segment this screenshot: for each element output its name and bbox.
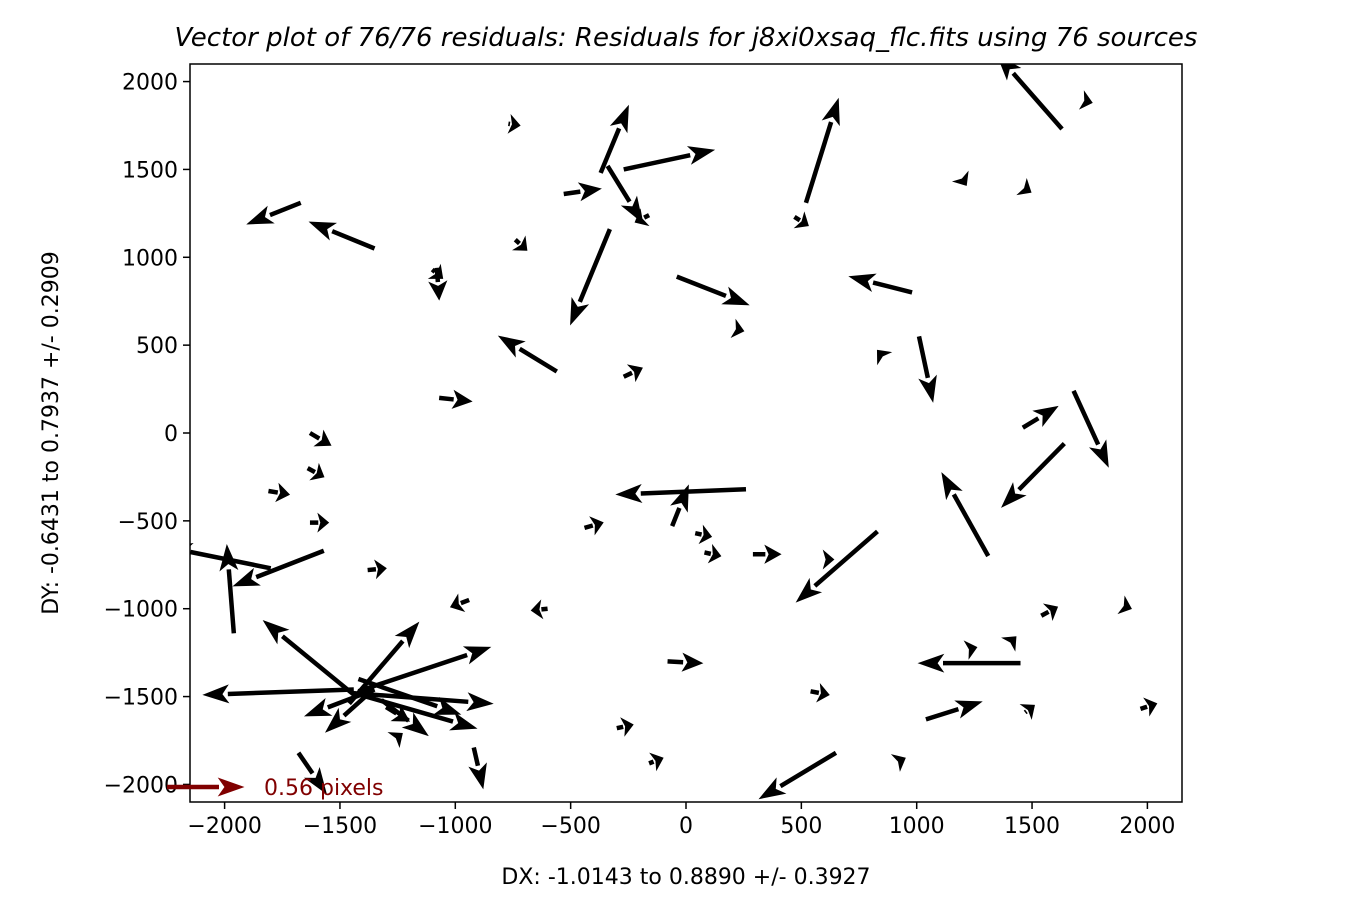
residual-vector	[1001, 636, 1017, 652]
residual-vector	[648, 752, 664, 772]
residual-vector	[795, 529, 879, 603]
y-tick-label: 2000	[122, 71, 178, 96]
residual-vector	[308, 429, 332, 447]
y-tick-label: −2000	[104, 773, 178, 798]
residual-vector	[730, 318, 745, 339]
residual-vector	[615, 483, 747, 503]
x-tick-label: −2000	[187, 814, 261, 839]
residual-vector	[1117, 595, 1132, 615]
residual-vector	[605, 164, 643, 224]
residual-vector	[347, 621, 420, 706]
residual-vector	[507, 113, 521, 134]
residual-vector	[438, 389, 473, 409]
residual-vector	[848, 273, 913, 295]
residual-vector	[530, 599, 548, 620]
residual-vector	[916, 335, 937, 403]
x-tick-label: −1500	[303, 814, 377, 839]
residual-vector	[758, 750, 838, 800]
x-tick-label: −500	[540, 814, 600, 839]
residual-vector	[497, 335, 558, 374]
residual-vector	[570, 228, 612, 326]
residual-vector	[1071, 389, 1109, 468]
residual-vector	[694, 524, 713, 545]
residual-vector	[925, 700, 983, 722]
residual-vector	[890, 754, 906, 772]
vector-field	[190, 64, 1158, 800]
x-tick-label: 500	[780, 814, 822, 839]
residual-vector	[616, 717, 634, 737]
residual-vector	[428, 267, 448, 301]
residual-vector	[622, 364, 643, 383]
x-tick-label: 0	[679, 814, 693, 839]
y-tick-label: 1000	[122, 246, 178, 271]
residual-vector	[583, 516, 604, 536]
residual-vector	[1000, 64, 1064, 131]
x-tick-label: 2000	[1119, 814, 1175, 839]
residual-vector	[1021, 405, 1059, 430]
y-tick-label: −500	[118, 510, 178, 535]
y-tick-label: −1000	[104, 598, 178, 623]
residual-vector	[367, 559, 387, 580]
residual-vector	[1019, 704, 1035, 720]
y-tick-label: 1500	[122, 158, 178, 183]
residual-vector	[876, 349, 893, 366]
residual-vector	[219, 543, 239, 634]
residual-vector	[324, 694, 367, 733]
x-tick-label: −1000	[418, 814, 492, 839]
y-axis-label: DY: -0.6431 to 0.7937 +/- 0.2909	[39, 251, 64, 614]
residual-vector	[262, 620, 358, 699]
residual-vector	[1040, 603, 1059, 621]
y-tick-label: 0	[164, 422, 178, 447]
residual-vector	[675, 274, 750, 306]
residual-vector	[963, 640, 978, 660]
residual-vector	[246, 200, 302, 225]
residual-vector	[752, 544, 782, 564]
residual-vector	[1139, 697, 1158, 717]
residual-vector	[308, 221, 376, 251]
residual-vector	[306, 462, 325, 481]
residual-vector	[202, 684, 354, 704]
residual-vector	[232, 548, 325, 587]
key-arrow	[167, 777, 245, 797]
residual-vector	[387, 732, 403, 749]
residual-vector	[380, 698, 429, 737]
quiver-key: 0.56 pixels	[167, 776, 384, 801]
residual-vector	[917, 653, 1021, 673]
residual-vector	[1016, 178, 1032, 196]
residual-vector	[822, 549, 835, 570]
residual-vector	[468, 747, 487, 790]
residual-vector	[951, 170, 969, 186]
y-tick-label: −1500	[104, 686, 178, 711]
residual-vector	[563, 182, 602, 202]
residual-vector	[703, 543, 722, 564]
residual-vector	[810, 682, 830, 703]
x-tick-label: 1000	[889, 814, 945, 839]
residual-vector	[353, 690, 478, 731]
residual-vector	[598, 104, 629, 174]
residual-vector	[1078, 90, 1093, 110]
residual-vector	[296, 751, 327, 795]
residual-vector	[512, 235, 528, 251]
key-label: 0.56 pixels	[264, 776, 384, 801]
y-axis: −2000 −1500 −1000 −500 0 500 1000 1500 2000	[104, 71, 190, 798]
x-tick-label: 1500	[1004, 814, 1060, 839]
residual-vector	[941, 472, 991, 558]
x-axis: −2000 −1500 −1000 −500 0 500 1000 1500 2000	[187, 802, 1175, 839]
x-axis-label: DX: -1.0143 to 0.8890 +/- 0.3927	[501, 865, 870, 890]
residual-vector	[667, 652, 704, 672]
residual-vector	[357, 676, 462, 715]
residual-vector	[1001, 441, 1066, 508]
y-tick-label: 500	[136, 334, 178, 359]
residual-vector	[670, 484, 689, 527]
chart-title: Vector plot of 76/76 residuals: Residual…	[175, 23, 1198, 53]
residual-vector	[803, 97, 840, 204]
residual-vector	[449, 593, 470, 612]
residual-vector	[793, 211, 809, 229]
residual-vector	[634, 208, 651, 227]
residual-vector	[268, 482, 291, 503]
residual-vector	[309, 512, 330, 533]
residual-vector	[623, 146, 716, 172]
